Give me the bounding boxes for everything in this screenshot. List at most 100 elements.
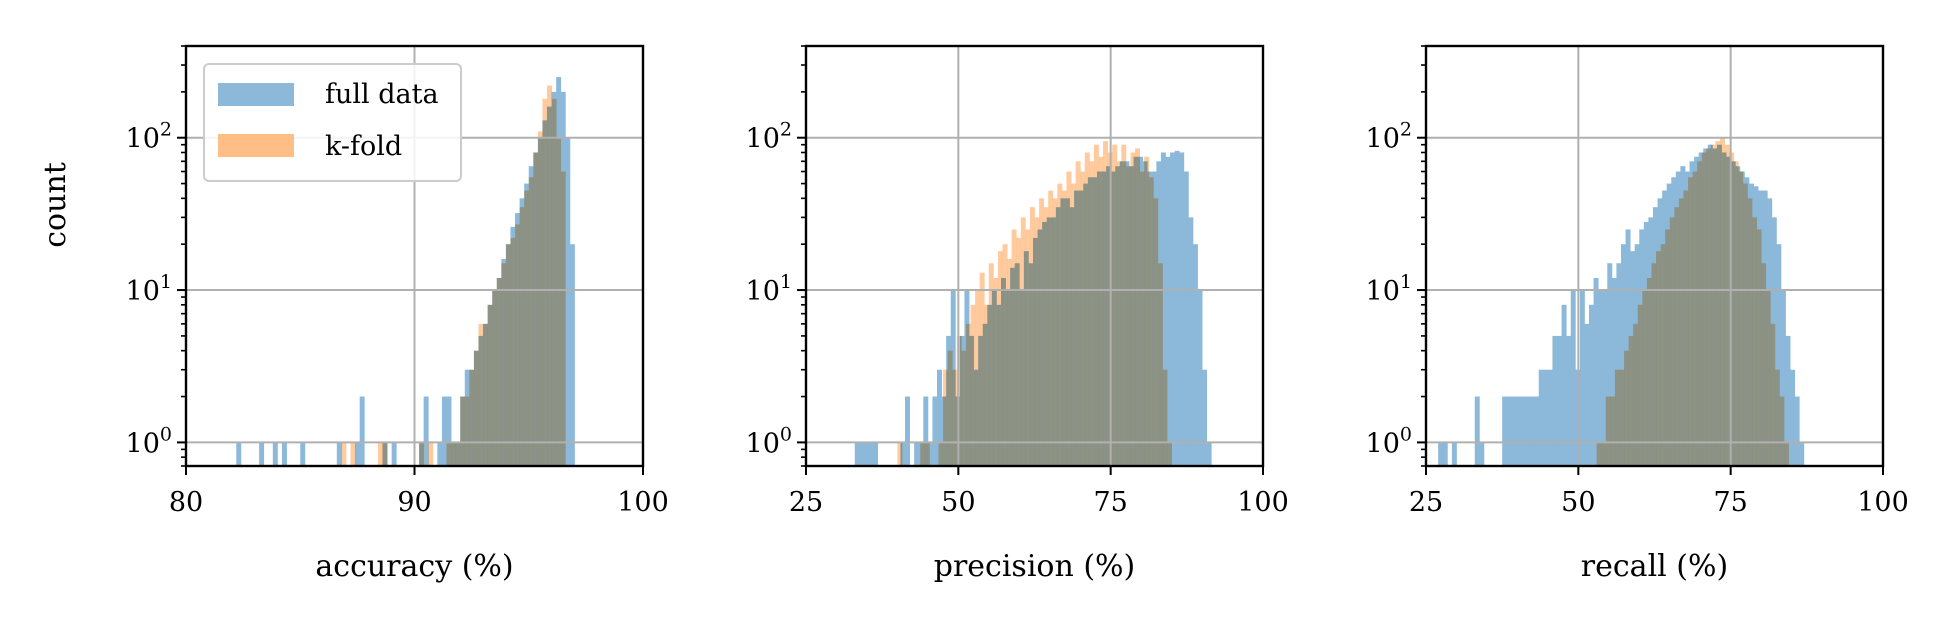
precision-bar [988, 263, 994, 466]
precision-bar [1016, 237, 1022, 466]
recall-bar [1785, 335, 1791, 466]
accuracy-bar [483, 323, 489, 466]
legend-label-full-data: full data [325, 79, 439, 110]
recall-bar [1790, 369, 1796, 466]
recall-bar [1529, 396, 1535, 466]
accuracy-bar [359, 396, 365, 466]
recall-bar [1605, 396, 1611, 466]
precision-bar [1066, 171, 1072, 466]
recall-bar [1761, 263, 1767, 466]
precision-bar [1075, 161, 1081, 466]
precision-bar [1048, 190, 1054, 466]
accuracy-bar [460, 396, 466, 466]
recall-bar [1534, 396, 1540, 466]
accuracy-bar [428, 442, 434, 466]
precision-bar [914, 442, 920, 466]
recall-bar [1656, 251, 1661, 466]
recall-bar [1724, 144, 1730, 466]
recall-bar [1646, 278, 1652, 466]
recall-bar [1614, 369, 1620, 466]
precision-bar [997, 251, 1003, 466]
precision-bar [947, 350, 953, 466]
precision-bar [1165, 156, 1171, 466]
precision-bar [859, 442, 865, 466]
recall-bar [1770, 323, 1776, 466]
recall-x-tick-label: 100 [1857, 487, 1909, 518]
accuracy-bar [515, 224, 521, 466]
precision-bar [1057, 183, 1063, 466]
recall-bar [1474, 396, 1480, 466]
precision-bar [1139, 171, 1145, 466]
precision-bar [1206, 442, 1212, 466]
precision-bar [1112, 144, 1118, 466]
precision-bar [965, 323, 971, 466]
recall-bar [1593, 278, 1599, 466]
accuracy-bar [259, 442, 265, 466]
recall-bar [1733, 161, 1739, 466]
precision-bar [1153, 198, 1159, 466]
recall-bar [1776, 244, 1782, 466]
recall-bar [1720, 137, 1725, 466]
recall-bar [1610, 396, 1616, 466]
accuracy-bar [441, 396, 447, 466]
precision-bar [952, 369, 958, 466]
accuracy-bar [272, 442, 278, 466]
precision-bar [1125, 166, 1131, 466]
accuracy-bars [236, 77, 575, 466]
precision-bar [1002, 244, 1008, 466]
precision-bar [1170, 152, 1176, 466]
recall-bar [1547, 369, 1553, 466]
precision-bar [979, 272, 985, 466]
accuracy-bar [524, 190, 530, 466]
precision-bar [975, 290, 981, 466]
recall-bar [1706, 148, 1712, 466]
precision-bar [932, 396, 938, 466]
recall-bar [1557, 335, 1562, 466]
precision-bar [937, 369, 942, 466]
precision-bar [900, 442, 906, 466]
precision-bar [1183, 171, 1189, 466]
accuracy-bar [281, 442, 287, 466]
precision-bar [924, 442, 930, 466]
recall-bar [1479, 442, 1485, 466]
accuracy-bar [565, 137, 571, 466]
accuracy-bar [501, 263, 507, 466]
accuracy-bar [437, 442, 443, 466]
precision-bar [1144, 156, 1150, 466]
accuracy-bar [505, 244, 511, 466]
recall-bar [1799, 442, 1805, 466]
recall-bar [1665, 229, 1671, 466]
precision-y-tick-label: 100 [746, 423, 792, 459]
recall-bar [1780, 290, 1786, 466]
precision-bar [1084, 152, 1090, 466]
recall-bar [1602, 290, 1608, 466]
recall-bar [1779, 396, 1785, 466]
precision-bar [1034, 217, 1040, 466]
accuracy-bar [473, 350, 479, 466]
precision-panel: 25 50 75 100 100 101 102 precision (%) [746, 44, 1289, 584]
precision-bar [1025, 229, 1031, 466]
precision-bar [1093, 144, 1099, 466]
accuracy-x-tick-label: 90 [397, 487, 431, 518]
precision-x-tick-label: 50 [941, 487, 975, 518]
accuracy-bar [551, 98, 557, 466]
accuracy-bar [519, 207, 525, 466]
recall-bar [1438, 442, 1444, 466]
accuracy-bar [419, 442, 425, 466]
recall-x-tick-label: 75 [1713, 487, 1747, 518]
recall-bar [1710, 144, 1716, 466]
precision-bar [1135, 148, 1141, 466]
accuracy-bar [382, 442, 388, 466]
recall-bar [1561, 304, 1567, 466]
accuracy-bar [391, 442, 397, 466]
recall-axes-frame [1424, 44, 1885, 468]
accuracy-x-tick-label: 100 [617, 487, 669, 518]
accuracy-bar [300, 442, 306, 466]
precision-bar [1007, 258, 1013, 466]
recall-y-tick-label: 100 [1366, 423, 1412, 459]
accuracy-bar [528, 177, 534, 466]
recall-panel: 25 50 75 100 100 101 102 recall (%) [1366, 44, 1909, 584]
recall-bar [1570, 290, 1576, 466]
recall-bar [1669, 217, 1675, 466]
recall-bar [1589, 304, 1594, 466]
